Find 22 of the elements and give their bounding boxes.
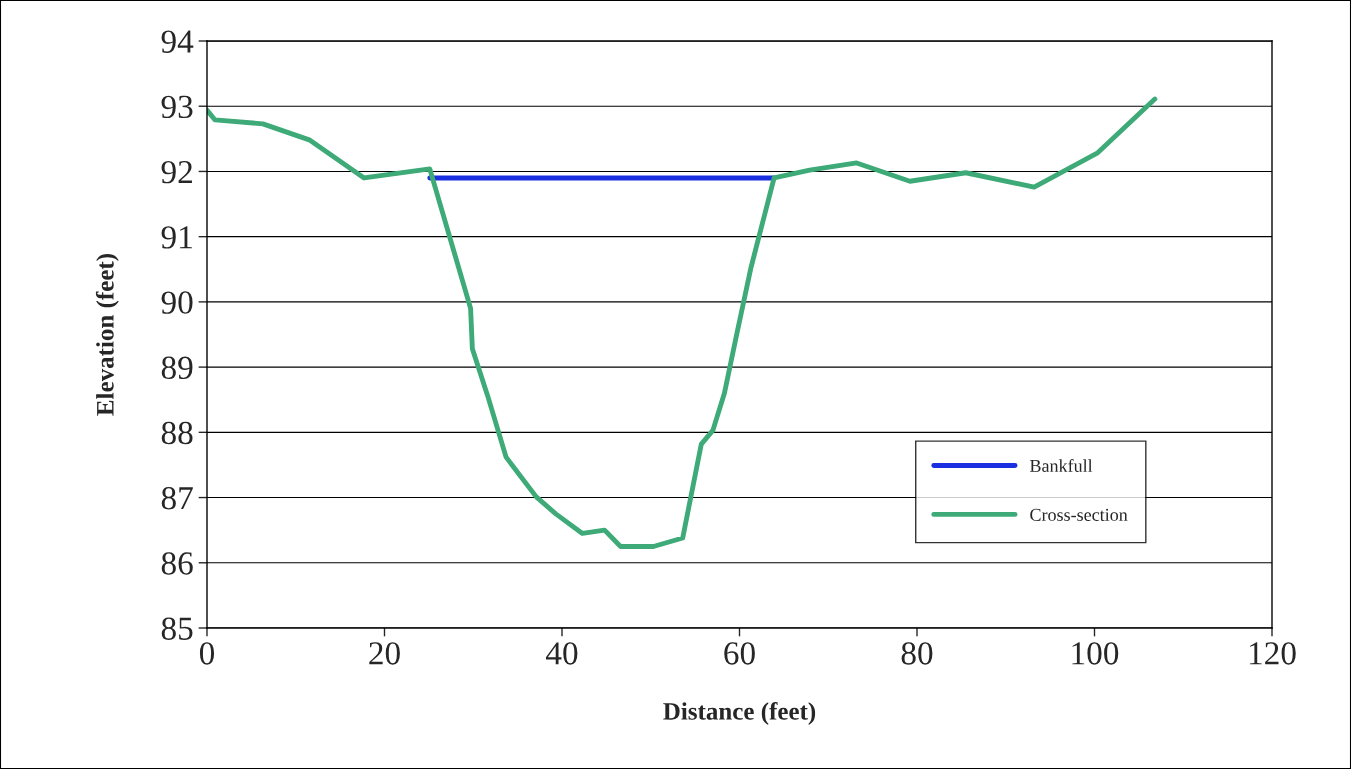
x-tick-label: 80	[901, 642, 933, 665]
y-tick-label: 85	[161, 617, 193, 640]
y-tick-label: 92	[161, 160, 192, 184]
y-tick-label: 89	[161, 356, 193, 379]
legend-label: Bankfull	[1029, 459, 1093, 472]
y-tick-label: 94	[161, 30, 194, 53]
y-axis-title: Elevation (feet)	[95, 254, 119, 416]
x-tick-label: 0	[199, 642, 215, 665]
x-tick-label: 60	[724, 642, 755, 665]
y-tick-label: 88	[161, 421, 193, 445]
y-tick-label: 86	[161, 552, 193, 575]
y-tick-label: 93	[161, 95, 193, 119]
y-tick-label: 90	[161, 291, 193, 314]
y-tick-label: 87	[161, 486, 193, 510]
x-tick-label: 120	[1249, 642, 1296, 665]
y-tick-label: 91	[161, 226, 192, 249]
legend-label: Cross-section	[1030, 508, 1128, 521]
x-tick-label: 20	[369, 642, 400, 665]
line-series	[207, 96, 1158, 549]
x-tick-label: 40	[545, 642, 578, 665]
x-tick-label: 100	[1072, 642, 1119, 665]
x-axis-title: Distance (feet)	[663, 701, 816, 725]
